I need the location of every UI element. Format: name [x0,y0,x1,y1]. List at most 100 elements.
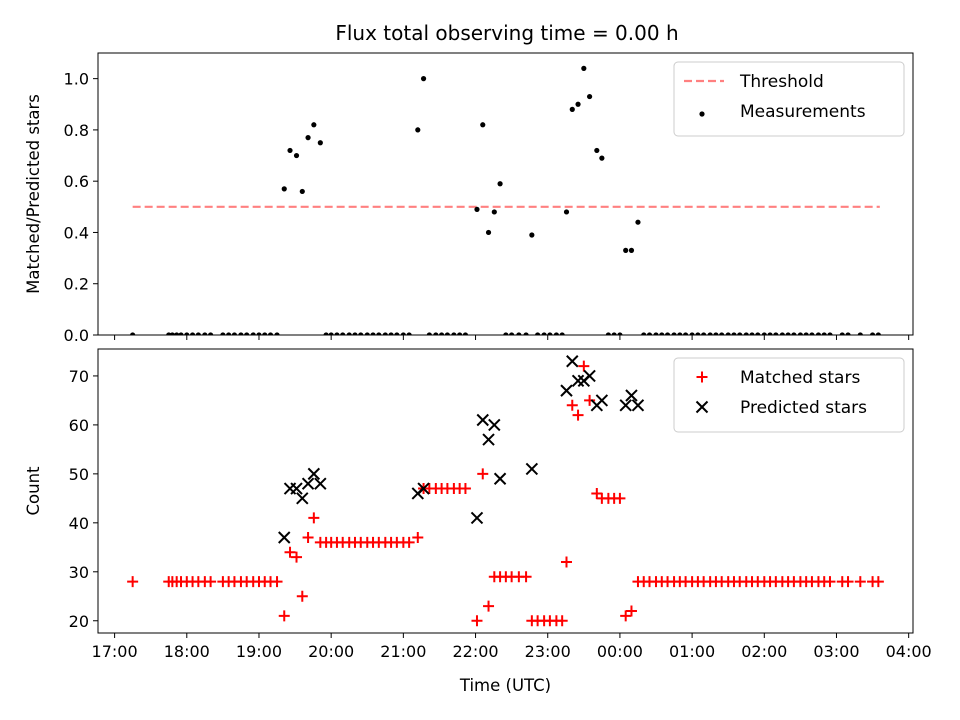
measurement-point [364,332,370,335]
measurement-point [178,332,184,335]
predicted-star-point [290,482,303,495]
predicted-star-point [278,531,291,544]
bottom-xtick-label: 23:00 [525,642,571,661]
measurement-point [569,106,575,112]
measurement-point [815,332,822,335]
measurement-point [857,332,863,335]
measurement-point [267,332,274,335]
bottom-legend-box [673,357,905,433]
bottom-ytick-label: 30 [69,563,89,582]
measurement-point [695,332,701,335]
measurement-point [641,332,647,335]
matched-star-point [842,576,854,588]
bottom-xtick-label: 04:00 [886,642,932,661]
measurement-point [659,332,665,335]
predicted-star-point [307,467,321,481]
matched-star-point [578,360,590,372]
measurement-point [415,127,421,133]
measurement-point [503,332,509,335]
bottom-ytick-label: 50 [69,465,89,484]
predicted-star-point [470,511,484,525]
matched-star-point [308,512,320,524]
top-legend-box [673,61,905,137]
measurement-point [293,152,300,159]
legend-matched-symbol [696,371,708,383]
measurement-point [535,332,541,335]
measurement-point [226,332,232,335]
measurement-point [485,229,492,236]
top-axes-frame [97,52,914,336]
measurement-point [516,332,522,335]
matched-star-point [477,468,489,480]
measurement-point [707,332,713,335]
bottom-xtick-label: 17:00 [92,642,138,661]
matched-star-point [625,605,637,617]
measurement-point [376,332,382,335]
measurement-point [586,93,593,100]
bottom-xtick-label: 01:00 [669,642,715,661]
bottom-xtick-label: 18:00 [164,642,210,661]
measurement-point [352,332,358,335]
measurement-point [491,209,497,215]
matched-star-point [614,492,626,504]
measurement-point [875,332,881,335]
measurement-point [677,332,683,335]
matched-star-point [566,399,578,411]
predicted-star-point [560,384,573,397]
measurement-point [220,332,226,335]
measurement-point [773,332,779,335]
measurement-point [474,206,480,212]
bottom-ytick-label: 60 [69,416,89,435]
measurement-point [400,332,406,335]
matched-star-point [205,576,217,588]
measurement-point [779,332,785,335]
measurement-point [821,332,827,335]
measurement-point [785,332,791,335]
top-ytick-label: 0.8 [64,121,89,140]
measurement-point [646,332,653,335]
measurement-point [358,332,364,335]
measurement-point [130,332,136,335]
measurement-point [797,332,803,335]
measurement-point [480,122,486,128]
measurement-point [439,332,445,335]
measurement-point [611,332,617,335]
legend-label: Matched stars [740,368,860,388]
measurement-point [767,332,773,335]
measurement-point [340,332,346,335]
matched-star-point [591,487,603,499]
matched-star-point [403,536,415,548]
measurement-point [749,332,755,335]
measurement-point [370,332,376,335]
top-ytick-label: 0.0 [64,326,89,345]
measurement-point [394,332,400,335]
bottom-ytick-label: 40 [69,514,89,533]
predicted-star-point [571,374,585,388]
measurement-point [462,332,469,335]
series-measurements [130,65,881,335]
measurement-point [725,332,731,335]
matched-star-point [824,576,836,588]
top-ytick-label: 0.6 [64,172,89,191]
matched-star-point [284,546,296,558]
top-ylabel: Matched/Predicted stars [24,94,43,294]
measurement-point [433,332,439,335]
measurement-point [317,140,323,146]
measurement-point [809,332,815,335]
measurement-point [761,332,767,335]
measurement-point [523,332,529,335]
matched-star-point [520,571,532,583]
measurement-point [231,332,238,335]
measurement-point [509,332,515,335]
measurement-point [189,332,196,335]
measurement-point [719,332,725,335]
measurement-point [599,155,605,161]
matched-star-point [296,590,308,602]
measurement-point [737,332,743,335]
predicted-star-point [493,472,507,485]
measurement-point [635,219,641,225]
predicted-star-point [476,413,489,427]
matched-star-point [872,576,884,588]
measurement-point [328,332,334,335]
measurement-point [334,332,340,335]
